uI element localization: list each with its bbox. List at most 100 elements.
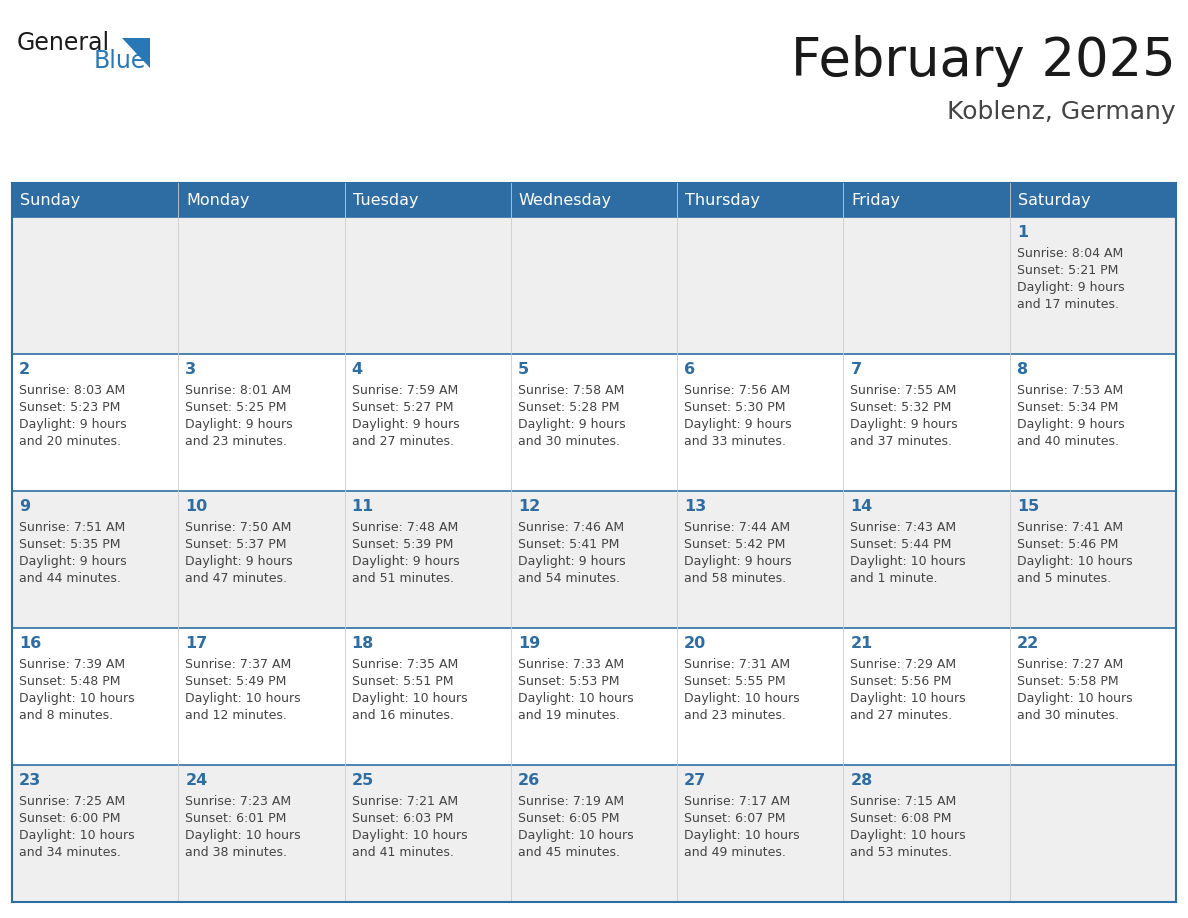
Text: Sunset: 5:56 PM: Sunset: 5:56 PM: [851, 675, 952, 688]
Bar: [677, 354, 843, 491]
Text: 2: 2: [19, 362, 30, 377]
Text: Sunrise: 7:31 AM: Sunrise: 7:31 AM: [684, 658, 790, 671]
Text: 8: 8: [1017, 362, 1028, 377]
Text: Sunrise: 7:27 AM: Sunrise: 7:27 AM: [1017, 658, 1123, 671]
Bar: [178, 183, 345, 217]
Text: Sunset: 6:05 PM: Sunset: 6:05 PM: [518, 812, 619, 825]
Bar: [345, 628, 511, 765]
Bar: [12, 491, 178, 628]
Bar: [511, 628, 677, 765]
Bar: [1010, 765, 1176, 902]
Bar: [677, 491, 843, 628]
Text: Thursday: Thursday: [685, 193, 760, 207]
Text: Sunset: 5:30 PM: Sunset: 5:30 PM: [684, 401, 785, 414]
Bar: [1010, 491, 1176, 628]
Text: Koblenz, Germany: Koblenz, Germany: [947, 100, 1176, 124]
Bar: [345, 354, 511, 491]
Bar: [677, 217, 843, 354]
Text: Sunrise: 8:01 AM: Sunrise: 8:01 AM: [185, 384, 291, 397]
Text: Daylight: 10 hours: Daylight: 10 hours: [518, 692, 633, 705]
Bar: [1010, 628, 1176, 765]
Text: Sunrise: 7:29 AM: Sunrise: 7:29 AM: [851, 658, 956, 671]
Bar: [1010, 217, 1176, 354]
Text: and 17 minutes.: and 17 minutes.: [1017, 298, 1119, 311]
Polygon shape: [122, 38, 150, 68]
Text: Friday: Friday: [852, 193, 901, 207]
Text: Sunset: 5:25 PM: Sunset: 5:25 PM: [185, 401, 286, 414]
Text: Daylight: 10 hours: Daylight: 10 hours: [851, 555, 966, 568]
Text: and 58 minutes.: and 58 minutes.: [684, 572, 786, 585]
Text: Sunrise: 7:55 AM: Sunrise: 7:55 AM: [851, 384, 956, 397]
Text: Blue: Blue: [94, 49, 146, 73]
Text: Sunrise: 7:51 AM: Sunrise: 7:51 AM: [19, 521, 125, 534]
Text: Sunset: 5:53 PM: Sunset: 5:53 PM: [518, 675, 619, 688]
Text: Daylight: 9 hours: Daylight: 9 hours: [19, 418, 127, 431]
Text: Sunset: 6:08 PM: Sunset: 6:08 PM: [851, 812, 952, 825]
Text: Sunset: 6:07 PM: Sunset: 6:07 PM: [684, 812, 785, 825]
Text: Sunset: 6:03 PM: Sunset: 6:03 PM: [352, 812, 453, 825]
Text: Sunrise: 7:33 AM: Sunrise: 7:33 AM: [518, 658, 624, 671]
Text: Sunset: 5:32 PM: Sunset: 5:32 PM: [851, 401, 952, 414]
Text: Sunrise: 7:17 AM: Sunrise: 7:17 AM: [684, 795, 790, 808]
Text: Sunrise: 7:37 AM: Sunrise: 7:37 AM: [185, 658, 291, 671]
Text: Sunrise: 7:53 AM: Sunrise: 7:53 AM: [1017, 384, 1123, 397]
Text: Sunrise: 7:39 AM: Sunrise: 7:39 AM: [19, 658, 125, 671]
Text: Sunset: 5:58 PM: Sunset: 5:58 PM: [1017, 675, 1118, 688]
Text: and 53 minutes.: and 53 minutes.: [851, 846, 953, 859]
Text: 10: 10: [185, 499, 208, 514]
Text: and 40 minutes.: and 40 minutes.: [1017, 435, 1119, 448]
Text: Daylight: 9 hours: Daylight: 9 hours: [1017, 418, 1124, 431]
Text: and 27 minutes.: and 27 minutes.: [352, 435, 454, 448]
Text: Saturday: Saturday: [1018, 193, 1091, 207]
Text: and 38 minutes.: and 38 minutes.: [185, 846, 287, 859]
Bar: [12, 183, 178, 217]
Bar: [843, 354, 1010, 491]
Text: Sunrise: 7:41 AM: Sunrise: 7:41 AM: [1017, 521, 1123, 534]
Text: Sunset: 5:21 PM: Sunset: 5:21 PM: [1017, 264, 1118, 277]
Bar: [511, 183, 677, 217]
Text: 28: 28: [851, 773, 873, 788]
Text: 13: 13: [684, 499, 707, 514]
Text: Sunset: 6:01 PM: Sunset: 6:01 PM: [185, 812, 286, 825]
Bar: [843, 765, 1010, 902]
Text: Sunrise: 7:25 AM: Sunrise: 7:25 AM: [19, 795, 125, 808]
Text: Sunrise: 7:50 AM: Sunrise: 7:50 AM: [185, 521, 292, 534]
Text: Sunset: 6:00 PM: Sunset: 6:00 PM: [19, 812, 120, 825]
Text: Daylight: 9 hours: Daylight: 9 hours: [684, 418, 791, 431]
Bar: [843, 183, 1010, 217]
Bar: [677, 765, 843, 902]
Text: 21: 21: [851, 636, 873, 651]
Text: 16: 16: [19, 636, 42, 651]
Text: General: General: [17, 31, 110, 55]
Text: Daylight: 9 hours: Daylight: 9 hours: [352, 555, 460, 568]
Text: Sunrise: 7:35 AM: Sunrise: 7:35 AM: [352, 658, 457, 671]
Text: Sunset: 5:23 PM: Sunset: 5:23 PM: [19, 401, 120, 414]
Text: 20: 20: [684, 636, 707, 651]
Text: and 5 minutes.: and 5 minutes.: [1017, 572, 1111, 585]
Text: Wednesday: Wednesday: [519, 193, 612, 207]
Text: Sunset: 5:39 PM: Sunset: 5:39 PM: [352, 538, 453, 551]
Text: Daylight: 10 hours: Daylight: 10 hours: [1017, 692, 1132, 705]
Text: Daylight: 10 hours: Daylight: 10 hours: [352, 829, 467, 842]
Text: Sunset: 5:37 PM: Sunset: 5:37 PM: [185, 538, 286, 551]
Bar: [1010, 354, 1176, 491]
Bar: [178, 354, 345, 491]
Text: Sunset: 5:41 PM: Sunset: 5:41 PM: [518, 538, 619, 551]
Text: Daylight: 9 hours: Daylight: 9 hours: [19, 555, 127, 568]
Bar: [178, 491, 345, 628]
Text: Sunset: 5:27 PM: Sunset: 5:27 PM: [352, 401, 453, 414]
Text: and 16 minutes.: and 16 minutes.: [352, 709, 454, 722]
Text: 17: 17: [185, 636, 208, 651]
Text: and 41 minutes.: and 41 minutes.: [352, 846, 454, 859]
Text: 27: 27: [684, 773, 707, 788]
Text: Daylight: 9 hours: Daylight: 9 hours: [352, 418, 460, 431]
Text: 24: 24: [185, 773, 208, 788]
Text: and 34 minutes.: and 34 minutes.: [19, 846, 121, 859]
Text: Sunset: 5:49 PM: Sunset: 5:49 PM: [185, 675, 286, 688]
Text: Sunrise: 7:48 AM: Sunrise: 7:48 AM: [352, 521, 457, 534]
Text: 12: 12: [518, 499, 541, 514]
Bar: [345, 765, 511, 902]
Bar: [843, 217, 1010, 354]
Text: Sunrise: 7:46 AM: Sunrise: 7:46 AM: [518, 521, 624, 534]
Text: Daylight: 9 hours: Daylight: 9 hours: [1017, 281, 1124, 294]
